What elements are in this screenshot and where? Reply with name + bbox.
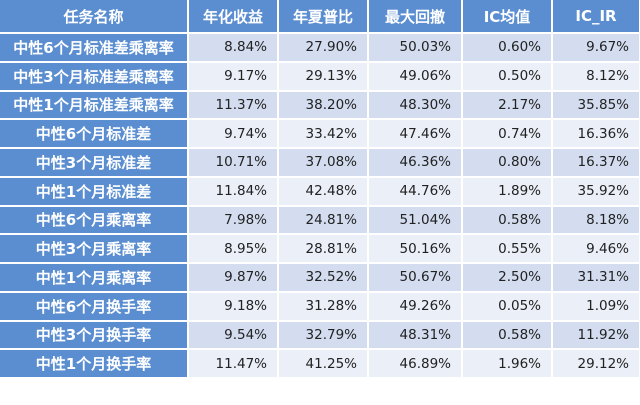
- ic-ir-cell: 8.18%: [552, 205, 640, 236]
- header-max-drawdown: 最大回撤: [368, 0, 463, 34]
- annual-sharpe-cell: 38.20%: [278, 90, 369, 121]
- ic-ir-cell: 35.85%: [552, 90, 640, 121]
- annual-return-cell: 9.54%: [188, 320, 279, 351]
- max-drawdown-cell: 49.06%: [368, 61, 463, 92]
- task-name-cell: 中性3个月乘离率: [0, 234, 189, 264]
- header-task-name: 任务名称: [0, 0, 189, 34]
- annual-return-cell: 8.84%: [188, 33, 279, 63]
- table-row: 中性6个月标准差乘离率 8.84% 27.90% 50.03% 0.60% 9.…: [0, 33, 640, 63]
- annual-return-cell: 9.74%: [188, 119, 279, 149]
- ic-mean-cell: 1.96%: [462, 349, 553, 379]
- header-ic-mean: IC均值: [462, 0, 553, 34]
- max-drawdown-cell: 49.26%: [368, 291, 463, 322]
- table-row: 中性1个月乘离率 9.87% 32.52% 50.67% 2.50% 31.31…: [0, 263, 640, 293]
- annual-return-cell: 7.98%: [188, 205, 279, 236]
- ic-mean-cell: 2.17%: [462, 90, 553, 121]
- max-drawdown-cell: 48.31%: [368, 320, 463, 351]
- ic-mean-cell: 0.60%: [462, 33, 553, 63]
- annual-sharpe-cell: 31.28%: [278, 291, 369, 322]
- ic-ir-cell: 8.12%: [552, 61, 640, 92]
- task-name-cell: 中性6个月标准差: [0, 119, 189, 149]
- task-name-cell: 中性3个月换手率: [0, 320, 189, 351]
- ic-mean-cell: 0.74%: [462, 119, 553, 149]
- annual-sharpe-cell: 41.25%: [278, 349, 369, 379]
- task-name-cell: 中性1个月标准差: [0, 176, 189, 207]
- max-drawdown-cell: 51.04%: [368, 205, 463, 236]
- max-drawdown-cell: 46.89%: [368, 349, 463, 379]
- max-drawdown-cell: 44.76%: [368, 176, 463, 207]
- annual-sharpe-cell: 32.52%: [278, 263, 369, 293]
- ic-ir-cell: 16.37%: [552, 148, 640, 178]
- ic-mean-cell: 0.58%: [462, 205, 553, 236]
- task-name-cell: 中性1个月乘离率: [0, 263, 189, 293]
- ic-mean-cell: 2.50%: [462, 263, 553, 293]
- task-name-cell: 中性1个月换手率: [0, 349, 189, 379]
- table-row: 中性6个月换手率 9.18% 31.28% 49.26% 0.05% 1.09%: [0, 291, 640, 322]
- annual-return-cell: 11.84%: [188, 176, 279, 207]
- task-name-cell: 中性6个月乘离率: [0, 205, 189, 236]
- results-table: 任务名称 年化收益 年夏普比 最大回撤 IC均值 IC_IR 中性6个月标准差乘…: [0, 0, 640, 379]
- header-annual-sharpe: 年夏普比: [278, 0, 369, 34]
- annual-sharpe-cell: 42.48%: [278, 176, 369, 207]
- table-row: 中性3个月标准差乘离率 9.17% 29.13% 49.06% 0.50% 8.…: [0, 61, 640, 92]
- table-row: 中性1个月标准差乘离率 11.37% 38.20% 48.30% 2.17% 3…: [0, 90, 640, 121]
- annual-sharpe-cell: 32.79%: [278, 320, 369, 351]
- ic-ir-cell: 9.67%: [552, 33, 640, 63]
- table-row: 中性6个月乘离率 7.98% 24.81% 51.04% 0.58% 8.18%: [0, 205, 640, 236]
- max-drawdown-cell: 46.36%: [368, 148, 463, 178]
- ic-mean-cell: 0.55%: [462, 234, 553, 264]
- ic-ir-cell: 1.09%: [552, 291, 640, 322]
- max-drawdown-cell: 48.30%: [368, 90, 463, 121]
- ic-mean-cell: 0.50%: [462, 61, 553, 92]
- table-row: 中性1个月换手率 11.47% 41.25% 46.89% 1.96% 29.1…: [0, 349, 640, 379]
- ic-mean-cell: 0.58%: [462, 320, 553, 351]
- annual-return-cell: 9.87%: [188, 263, 279, 293]
- ic-mean-cell: 0.05%: [462, 291, 553, 322]
- annual-sharpe-cell: 37.08%: [278, 148, 369, 178]
- max-drawdown-cell: 50.16%: [368, 234, 463, 264]
- ic-ir-cell: 11.92%: [552, 320, 640, 351]
- annual-return-cell: 8.95%: [188, 234, 279, 264]
- max-drawdown-cell: 50.67%: [368, 263, 463, 293]
- ic-ir-cell: 35.92%: [552, 176, 640, 207]
- ic-mean-cell: 1.89%: [462, 176, 553, 207]
- ic-mean-cell: 0.80%: [462, 148, 553, 178]
- annual-return-cell: 9.18%: [188, 291, 279, 322]
- max-drawdown-cell: 47.46%: [368, 119, 463, 149]
- table-row: 中性3个月标准差 10.71% 37.08% 46.36% 0.80% 16.3…: [0, 148, 640, 178]
- annual-sharpe-cell: 28.81%: [278, 234, 369, 264]
- table-row: 中性3个月换手率 9.54% 32.79% 48.31% 0.58% 11.92…: [0, 320, 640, 351]
- table-row: 中性1个月标准差 11.84% 42.48% 44.76% 1.89% 35.9…: [0, 176, 640, 207]
- annual-sharpe-cell: 29.13%: [278, 61, 369, 92]
- ic-ir-cell: 29.12%: [552, 349, 640, 379]
- task-name-cell: 中性1个月标准差乘离率: [0, 90, 189, 121]
- header-annual-return: 年化收益: [188, 0, 279, 34]
- annual-return-cell: 11.37%: [188, 90, 279, 121]
- annual-sharpe-cell: 33.42%: [278, 119, 369, 149]
- task-name-cell: 中性3个月标准差乘离率: [0, 61, 189, 92]
- task-name-cell: 中性6个月换手率: [0, 291, 189, 322]
- annual-return-cell: 9.17%: [188, 61, 279, 92]
- ic-ir-cell: 9.46%: [552, 234, 640, 264]
- header-row: 任务名称 年化收益 年夏普比 最大回撤 IC均值 IC_IR: [0, 0, 640, 34]
- max-drawdown-cell: 50.03%: [368, 33, 463, 63]
- annual-return-cell: 10.71%: [188, 148, 279, 178]
- annual-sharpe-cell: 24.81%: [278, 205, 369, 236]
- annual-return-cell: 11.47%: [188, 349, 279, 379]
- header-ic-ir: IC_IR: [552, 0, 640, 34]
- task-name-cell: 中性3个月标准差: [0, 148, 189, 178]
- table-row: 中性3个月乘离率 8.95% 28.81% 50.16% 0.55% 9.46%: [0, 234, 640, 264]
- annual-sharpe-cell: 27.90%: [278, 33, 369, 63]
- task-name-cell: 中性6个月标准差乘离率: [0, 33, 189, 63]
- ic-ir-cell: 16.36%: [552, 119, 640, 149]
- ic-ir-cell: 31.31%: [552, 263, 640, 293]
- table-row: 中性6个月标准差 9.74% 33.42% 47.46% 0.74% 16.36…: [0, 119, 640, 149]
